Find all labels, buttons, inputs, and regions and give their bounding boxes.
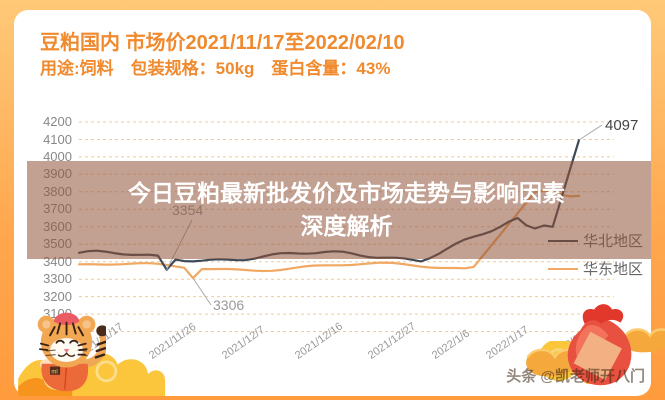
svg-text:ml: ml — [51, 369, 57, 375]
svg-text:3306: 3306 — [213, 297, 244, 313]
svg-text:4097: 4097 — [605, 117, 638, 134]
